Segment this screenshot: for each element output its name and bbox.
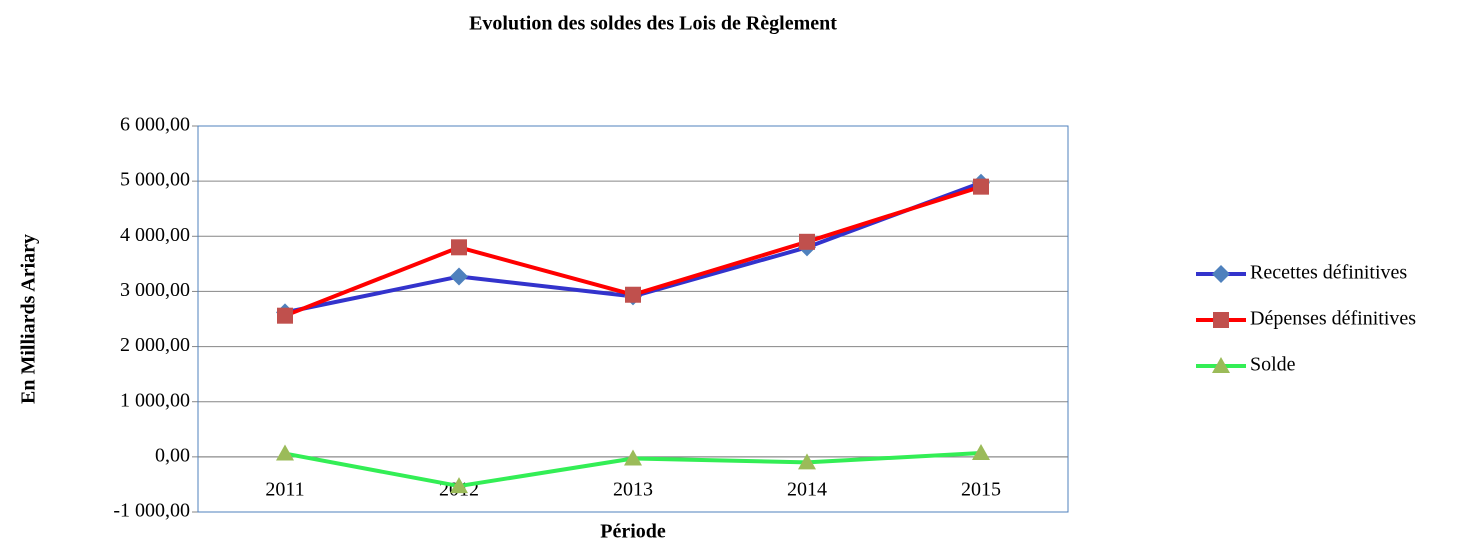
x-tick-label: 2013 xyxy=(613,478,653,500)
legend-label: Dépenses définitives xyxy=(1250,308,1416,330)
legend-marker xyxy=(1213,312,1229,328)
legend-marker xyxy=(1212,265,1230,283)
data-point xyxy=(451,239,467,256)
data-point xyxy=(798,453,816,470)
x-tick-label: 2015 xyxy=(961,478,1001,500)
data-point xyxy=(277,307,293,324)
x-axis-label: Période xyxy=(600,521,666,543)
x-tick-label: 2014 xyxy=(787,478,827,500)
legend-label: Recettes définitives xyxy=(1250,262,1407,284)
y-tick-label: 3 000,00 xyxy=(120,279,190,301)
y-tick-label: 1 000,00 xyxy=(120,389,190,411)
y-axis-label: En Milliards Ariary xyxy=(18,234,40,404)
legend-label: Solde xyxy=(1250,354,1296,376)
data-point xyxy=(972,443,990,460)
x-tick-label: 2011 xyxy=(265,478,304,500)
data-point xyxy=(799,233,815,250)
data-point xyxy=(276,444,294,461)
y-tick-label: 2 000,00 xyxy=(120,334,190,356)
y-tick-label: 5 000,00 xyxy=(120,169,190,191)
y-tick-label: 6 000,00 xyxy=(120,114,190,136)
data-point xyxy=(450,477,468,494)
data-point xyxy=(973,178,989,195)
plot-border xyxy=(197,125,1069,513)
y-tick-label: -1 000,00 xyxy=(113,500,190,522)
data-point xyxy=(625,286,641,303)
data-point xyxy=(450,267,468,286)
legend-marker xyxy=(1212,357,1230,373)
chart-title: Evolution des soldes des Lois de Règleme… xyxy=(469,13,837,35)
data-point xyxy=(624,449,642,466)
y-tick-label: 0,00 xyxy=(155,444,190,466)
y-tick-label: 4 000,00 xyxy=(120,224,190,246)
